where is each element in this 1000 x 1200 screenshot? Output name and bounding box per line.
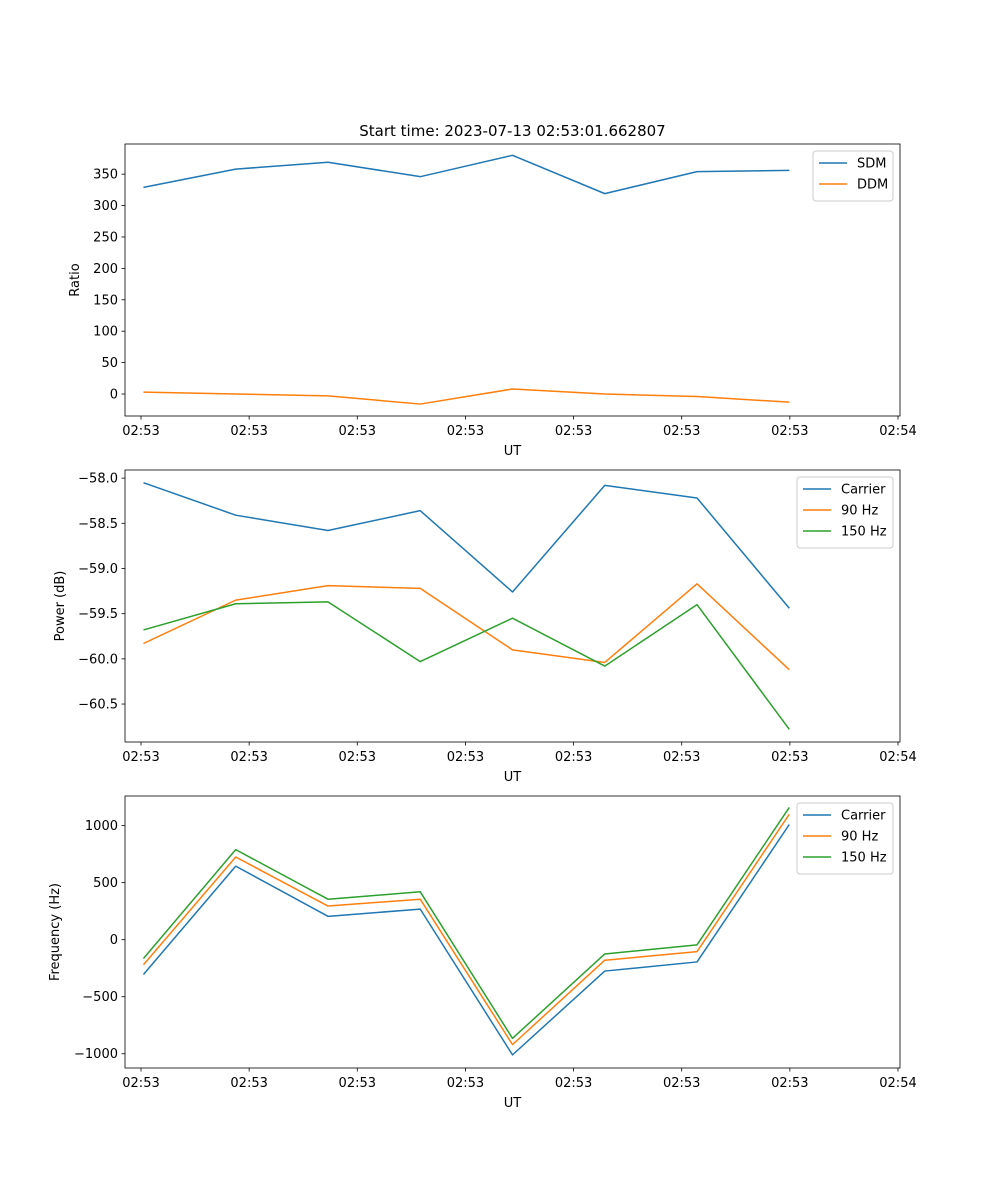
- x-axis-label: UT: [504, 444, 522, 459]
- x-tick-label: 02:53: [339, 1076, 376, 1091]
- axes-frame: [124, 469, 901, 743]
- subplot-2: −60.5 −60.0 −59.5 −59.0 −58.5 −58.0 02:53 02:53…: [53, 469, 917, 785]
- x-tick-label: 02:53: [663, 750, 700, 765]
- y-tick-label: −59.5: [78, 607, 118, 622]
- y-tick-label: 300: [93, 199, 118, 214]
- legend-entry-label: Carrier: [841, 483, 886, 498]
- x-tick-label: 02:53: [122, 424, 159, 439]
- x-axis-label: UT: [504, 1096, 522, 1111]
- x-tick-label: 02:54: [879, 1076, 916, 1091]
- y-axis-label: Ratio: [68, 263, 83, 296]
- series-line-90-hz: [143, 583, 790, 671]
- y-tick-label: 250: [93, 230, 118, 245]
- series-line-150-hz: [143, 601, 790, 730]
- legend: Carrier 90 Hz 150 Hz: [796, 802, 894, 875]
- y-tick-label: 500: [93, 876, 118, 891]
- x-axis-label: UT: [504, 770, 522, 785]
- y-axis-label: Power (dB): [53, 571, 68, 642]
- y-tick-label: 1000: [85, 819, 118, 834]
- x-tick-label: 02:53: [447, 1076, 484, 1091]
- x-tick-label: 02:53: [555, 424, 592, 439]
- x-tick-label: 02:53: [663, 1076, 700, 1091]
- x-tick-label: 02:53: [771, 424, 808, 439]
- x-tick-label: 02:53: [230, 1076, 267, 1091]
- legend: Carrier 90 Hz 150 Hz: [796, 476, 894, 549]
- x-tick-label: 02:53: [555, 1076, 592, 1091]
- legend-entry-label: SDM: [857, 157, 886, 172]
- x-tick-label: 02:53: [771, 1076, 808, 1091]
- y-tick-label: −500: [82, 990, 118, 1005]
- legend-entry-label: DDM: [857, 178, 888, 193]
- x-tick-label: 02:53: [230, 750, 267, 765]
- axes-frame: [124, 143, 901, 417]
- subplot-3: −1000 −500 0 500 1000 02:53 02:53 02:53 02:53 02:…: [48, 795, 917, 1111]
- y-tick-label: −60.5: [78, 698, 118, 713]
- y-tick-label: 50: [101, 356, 118, 371]
- y-tick-label: −60.0: [78, 652, 118, 667]
- chart-title: Start time: 2023-07-13 02:53:01.662807: [359, 122, 665, 140]
- y-tick-label: 100: [93, 325, 118, 340]
- series-line-150-hz: [142, 806, 790, 1040]
- x-tick-label: 02:54: [879, 424, 916, 439]
- x-tick-label: 02:53: [122, 1076, 159, 1091]
- series-line-sdm: [143, 154, 790, 195]
- y-tick-label: 200: [93, 262, 118, 277]
- series-line-90-hz: [142, 813, 790, 1046]
- x-tick-label: 02:53: [663, 424, 700, 439]
- series-line-carrier: [143, 481, 790, 609]
- y-tick-label: −58.0: [78, 472, 118, 487]
- y-axis-label: Frequency (Hz): [48, 883, 63, 981]
- legend: SDM DDM: [812, 150, 894, 202]
- subplot-panels: 0 50 100 150 200 250 300 350 02:53 02:53 02:53 02:5…: [48, 143, 917, 1111]
- series-line-ddm: [143, 388, 790, 405]
- x-tick-label: 02:53: [122, 750, 159, 765]
- y-tick-label: 150: [93, 293, 118, 308]
- legend-entry-label: 150 Hz: [841, 851, 887, 866]
- legend-entry-label: 90 Hz: [841, 830, 878, 845]
- y-tick-label: 0: [110, 388, 118, 403]
- y-tick-label: −1000: [74, 1047, 118, 1062]
- legend-entry-label: 150 Hz: [841, 525, 887, 540]
- y-tick-label: −58.5: [78, 517, 118, 532]
- x-tick-label: 02:53: [771, 750, 808, 765]
- x-tick-label: 02:53: [447, 424, 484, 439]
- x-tick-label: 02:53: [339, 750, 376, 765]
- x-tick-label: 02:54: [879, 750, 916, 765]
- x-tick-label: 02:53: [555, 750, 592, 765]
- y-tick-label: −59.0: [78, 562, 118, 577]
- series-line-carrier: [142, 824, 790, 1056]
- x-tick-label: 02:53: [230, 424, 267, 439]
- legend-entry-label: 90 Hz: [841, 504, 878, 519]
- y-tick-label: 350: [93, 168, 118, 183]
- y-tick-label: 0: [110, 933, 118, 948]
- subplot-1: 0 50 100 150 200 250 300 350 02:53 02:53 02:53 02:5…: [68, 143, 917, 459]
- legend-entry-label: Carrier: [841, 809, 886, 824]
- x-tick-label: 02:53: [447, 750, 484, 765]
- axes-frame: [124, 795, 901, 1069]
- x-tick-label: 02:53: [339, 424, 376, 439]
